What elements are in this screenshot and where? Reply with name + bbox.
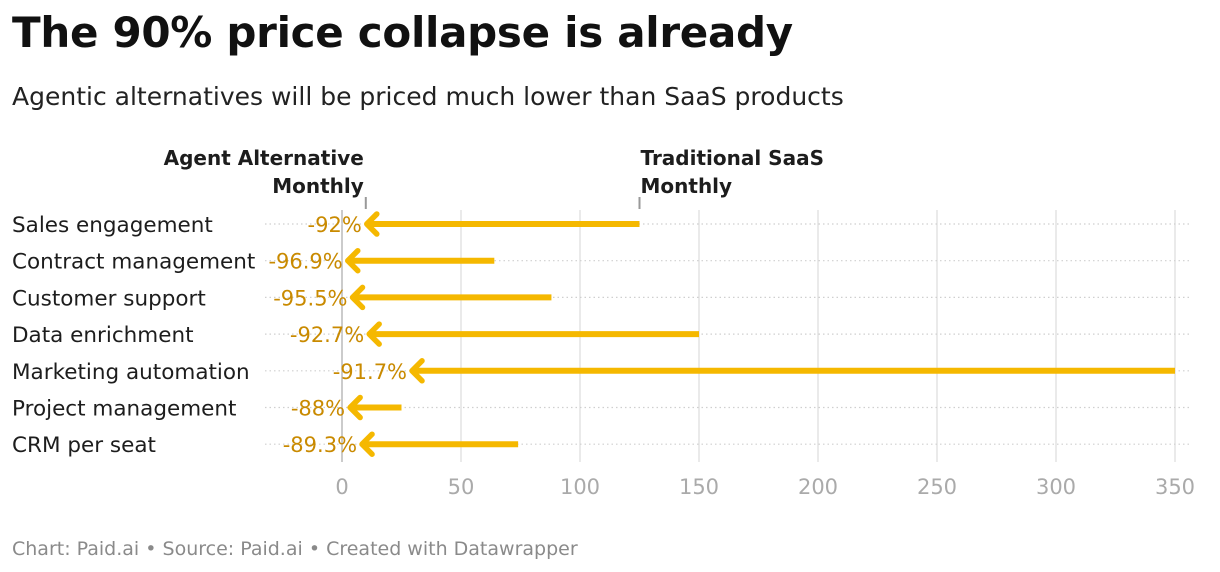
arrow-head xyxy=(366,321,382,347)
footer-separator: • xyxy=(308,538,321,560)
chart-footer: Chart: Paid.ai • Source: Paid.ai • Creat… xyxy=(12,538,578,560)
chart-title: The 90% price collapse is already xyxy=(12,8,793,57)
change-label: -92.7% xyxy=(290,323,364,347)
footer-source: Source: Paid.ai xyxy=(162,538,303,560)
change-label: -88% xyxy=(291,397,345,421)
x-tick-label: 100 xyxy=(560,475,600,499)
category-label: CRM per seat xyxy=(12,433,156,458)
x-tick-label: 50 xyxy=(448,475,475,499)
chart-subtitle: Agentic alternatives will be priced much… xyxy=(12,82,844,111)
change-label: -92% xyxy=(308,213,362,237)
footer-created-with: Created with Datawrapper xyxy=(326,538,578,560)
arrow-head xyxy=(364,211,380,237)
x-tick-label: 300 xyxy=(1036,475,1076,499)
footer-credit: Chart: Paid.ai xyxy=(12,538,140,560)
x-tick-label: 250 xyxy=(917,475,957,499)
change-label: -95.5% xyxy=(273,286,347,310)
change-label: -89.3% xyxy=(283,433,357,457)
category-label: Marketing automation xyxy=(12,360,250,385)
category-label: Sales engagement xyxy=(12,213,213,238)
arrow-head xyxy=(347,394,363,421)
arrow-head xyxy=(349,284,366,311)
traditional-saas-header: Monthly xyxy=(641,174,733,198)
arrow-head xyxy=(345,247,361,274)
traditional-saas-header: Traditional SaaS xyxy=(641,146,825,170)
agent-alternative-header: Monthly xyxy=(272,174,364,198)
x-tick-label: 350 xyxy=(1155,475,1195,499)
footer-separator: • xyxy=(145,538,157,560)
x-tick-label: 150 xyxy=(679,475,719,499)
agent-alternative-header: Agent Alternative xyxy=(164,146,364,170)
category-label: Project management xyxy=(12,397,236,422)
arrow-head xyxy=(409,358,425,384)
change-label: -91.7% xyxy=(333,360,407,384)
category-label: Data enrichment xyxy=(12,323,194,348)
arrow-head xyxy=(359,431,375,457)
category-label: Contract management xyxy=(12,250,255,275)
change-label: -96.9% xyxy=(268,250,342,274)
x-tick-label: 200 xyxy=(798,475,838,499)
x-tick-label: 0 xyxy=(335,475,348,499)
category-label: Customer support xyxy=(12,286,206,311)
